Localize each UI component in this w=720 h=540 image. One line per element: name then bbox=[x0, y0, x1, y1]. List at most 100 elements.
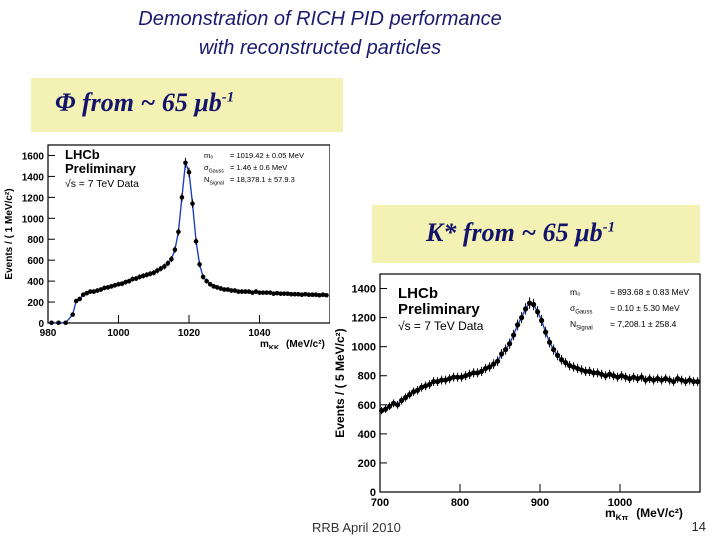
phi-peak-data-point bbox=[260, 290, 266, 295]
phi-peak-data-point bbox=[310, 292, 315, 298]
phi-peak-data-point bbox=[123, 279, 128, 285]
phi-peak-data-point bbox=[278, 291, 283, 296]
kstar-peak-data-point bbox=[543, 329, 549, 335]
phi-peak-data-point bbox=[225, 287, 231, 292]
kstar-peak-data-point bbox=[647, 376, 653, 382]
kstar-peak-data-point bbox=[655, 376, 661, 382]
phi-peak-data-point bbox=[221, 287, 227, 292]
kstar-peak-data-point bbox=[511, 332, 517, 338]
kstar-peak-data-point bbox=[683, 378, 689, 385]
phi-peak-data-point bbox=[49, 320, 54, 326]
phi-peak-data-point bbox=[306, 292, 312, 298]
phi-peak-data-point bbox=[243, 289, 248, 294]
kstar-peak-data-point bbox=[491, 361, 497, 367]
phi-chart-panel: 0 200 400 600 800 1000 1200 1400 1600 980 1000 1020… bbox=[0, 137, 330, 349]
kstar-peak-data-point bbox=[503, 346, 509, 353]
kstar-peak-data-point bbox=[671, 378, 677, 385]
kstar-peak-data-point bbox=[643, 377, 649, 383]
phi-peak-data-point bbox=[197, 262, 202, 267]
kstar-peak-data-point bbox=[583, 368, 589, 374]
phi-peak-data-point bbox=[324, 292, 329, 298]
phi-peak-ytick-label: 0 bbox=[38, 319, 44, 330]
phi-peak-data-point bbox=[154, 268, 160, 273]
kstar-peak-data-point bbox=[615, 374, 621, 380]
kstar-peak-data-point bbox=[587, 368, 593, 374]
kstar-peak-data-point bbox=[635, 376, 641, 382]
phi-peak-data-point bbox=[207, 281, 213, 287]
kstar-peak-data-point bbox=[575, 365, 581, 372]
phi-peak-data-point bbox=[264, 290, 269, 295]
slide-title-line1: Demonstration of RICH PID performance bbox=[138, 8, 502, 30]
phi-peak-data-point bbox=[236, 289, 241, 294]
phi-peak-ytick-label: 200 bbox=[27, 298, 44, 309]
phi-peak-data-point bbox=[317, 292, 322, 298]
phi-peak-data-point bbox=[147, 271, 153, 277]
phi-peak-fit-param-label: m₀ bbox=[204, 151, 213, 160]
kstar-peak-data-point bbox=[535, 309, 541, 315]
kstar-peak-data-point bbox=[603, 373, 609, 379]
kstar-peak-data-point bbox=[675, 376, 681, 382]
phi-peak-fit-param-value: = 1.46 ± 0.6 MeV bbox=[230, 163, 287, 172]
kstar-peak-data-point bbox=[619, 373, 625, 379]
kstar-peak-fit-param-label: NSignal bbox=[570, 319, 593, 332]
phi-peak-xlabel-units: (MeV/c²) bbox=[286, 339, 325, 349]
phi-peak-data-point bbox=[239, 289, 245, 294]
phi-peak-data-point bbox=[253, 289, 259, 294]
phi-peak-data-point bbox=[303, 291, 308, 297]
phi-peak-data-point bbox=[320, 292, 326, 298]
phi-chart: 0 200 400 600 800 1000 1200 1400 1600 980 1000 1020… bbox=[4, 144, 330, 349]
phi-peak-data-point bbox=[119, 281, 125, 287]
phi-peak-ylabel: Events / ( 1 MeV/c²) bbox=[4, 188, 15, 279]
phi-peak-energy-label: √s = 7 TeV Data bbox=[65, 178, 139, 190]
phi-peak-fit-param-value: = 18,378.1 ± 57.9.3 bbox=[230, 175, 295, 184]
kstar-peak-data-point bbox=[399, 397, 405, 404]
phi-peak-data-point bbox=[176, 229, 181, 235]
kstar-peak-fit-param-value: = 0.10 ± 5.30 MeV bbox=[610, 303, 680, 313]
kstar-peak-data-point bbox=[495, 358, 501, 364]
kstar-peak-data-point bbox=[539, 317, 545, 324]
kstar-peak-data-point bbox=[559, 357, 565, 363]
kstar-banner-text: K* from ~ 65 μb bbox=[426, 218, 603, 247]
kstar-peak-ylabel: Events / ( 5 MeV/c²) bbox=[333, 328, 347, 437]
phi-peak-xtick-label: 1020 bbox=[178, 328, 201, 339]
phi-peak-data-point bbox=[211, 284, 216, 289]
phi-peak-ytick-label: 1200 bbox=[22, 193, 45, 204]
kstar-peak-data-point bbox=[571, 364, 577, 370]
page-number: 14 bbox=[691, 519, 706, 534]
kstar-peak-data-point bbox=[407, 392, 413, 398]
phi-peak-data-point bbox=[116, 281, 121, 287]
kstar-peak-ytick-label: 1000 bbox=[352, 342, 376, 354]
kstar-peak-data-point bbox=[443, 377, 449, 383]
kstar-peak-data-point bbox=[591, 370, 597, 376]
phi-peak-data-point bbox=[56, 320, 61, 326]
phi-peak-data-point bbox=[126, 278, 132, 284]
phi-peak-ytick-label: 600 bbox=[27, 256, 44, 267]
phi-peak-data-point bbox=[112, 283, 118, 288]
kstar-peak-data-point bbox=[639, 374, 645, 380]
phi-peak-data-point bbox=[98, 287, 104, 292]
kstar-peak-ytick-label: 1200 bbox=[352, 313, 376, 325]
phi-peak-data-point bbox=[140, 273, 146, 279]
phi-peak-data-point bbox=[200, 274, 206, 280]
kstar-peak-ytick-label: 200 bbox=[358, 458, 376, 470]
kstar-peak-data-point bbox=[691, 378, 697, 385]
kstar-peak-data-point bbox=[391, 400, 397, 406]
kstar-peak-data-point bbox=[623, 374, 629, 380]
kstar-peak-ytick-label: 800 bbox=[358, 371, 376, 383]
phi-peak-data-point bbox=[105, 285, 111, 290]
phi-peak-data-point bbox=[169, 256, 174, 262]
kstar-peak-data-point bbox=[387, 403, 393, 409]
kstar-peak-status-label: Preliminary bbox=[398, 301, 480, 318]
kstar-peak-data-point bbox=[419, 384, 425, 390]
kstar-peak-xtick-label: 700 bbox=[371, 497, 389, 509]
phi-peak-data-point bbox=[193, 239, 199, 244]
phi-peak-data-point bbox=[229, 288, 234, 293]
phi-peak-data-point bbox=[172, 247, 178, 253]
kstar-peak-data-point bbox=[527, 300, 533, 306]
kstar-peak-data-point bbox=[599, 371, 605, 377]
kstar-peak-data-point bbox=[607, 371, 613, 377]
phi-peak-data-point bbox=[95, 288, 100, 293]
phi-peak-data-point bbox=[292, 291, 298, 297]
phi-peak-data-point bbox=[190, 201, 195, 206]
phi-peak-fit-param-label: σGauss bbox=[204, 163, 224, 174]
